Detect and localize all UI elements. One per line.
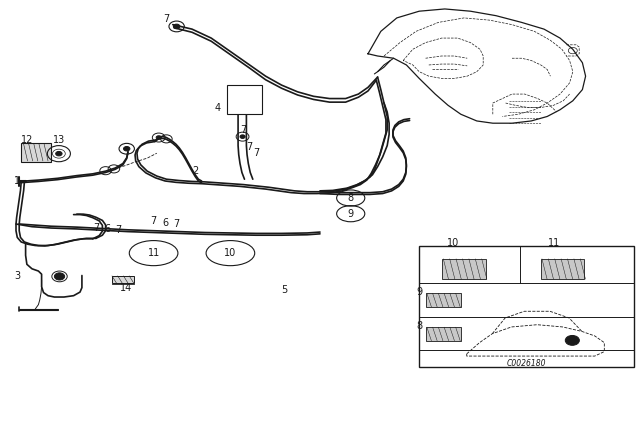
Bar	[426, 327, 461, 340]
Text: 10: 10	[224, 248, 237, 258]
Bar	[442, 259, 486, 279]
Circle shape	[56, 151, 62, 156]
Text: 4: 4	[214, 103, 221, 112]
Bar	[419, 246, 634, 367]
Circle shape	[173, 24, 180, 29]
Bar	[227, 85, 262, 114]
Text: 14: 14	[120, 283, 132, 293]
Text: 9: 9	[416, 287, 422, 297]
Text: 8: 8	[348, 193, 354, 203]
Text: 5: 5	[282, 285, 288, 295]
Text: 7: 7	[163, 14, 170, 24]
Text: 7: 7	[253, 148, 259, 158]
Circle shape	[156, 136, 161, 139]
Circle shape	[124, 146, 130, 151]
Text: C0026180: C0026180	[507, 359, 546, 368]
Text: 10: 10	[447, 238, 460, 248]
Text: 13: 13	[52, 135, 65, 145]
Text: 6: 6	[104, 224, 111, 234]
Text: 11: 11	[147, 248, 160, 258]
Circle shape	[565, 336, 579, 345]
Circle shape	[54, 273, 65, 280]
Text: 12: 12	[20, 135, 33, 145]
Text: 7: 7	[115, 225, 122, 235]
Text: 8: 8	[416, 321, 422, 331]
Bar	[426, 293, 461, 307]
Text: 11: 11	[548, 238, 560, 248]
Text: 6: 6	[162, 218, 168, 228]
Text: 7: 7	[240, 125, 246, 135]
Text: 7: 7	[150, 216, 157, 226]
Text: 7: 7	[93, 223, 99, 233]
Bar	[112, 276, 134, 283]
Text: 2: 2	[192, 166, 198, 176]
Bar	[541, 259, 584, 279]
Text: 7: 7	[246, 142, 253, 152]
Circle shape	[240, 135, 245, 138]
Text: 7: 7	[173, 219, 180, 229]
Text: 3: 3	[14, 271, 20, 280]
Text: 9: 9	[348, 209, 354, 219]
FancyBboxPatch shape	[21, 143, 51, 162]
Text: 1: 1	[14, 176, 20, 186]
